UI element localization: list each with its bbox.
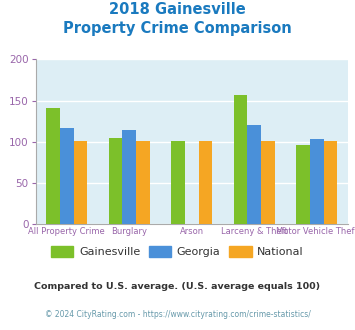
Bar (136, 141, 150, 224)
Legend: Gainesville, Georgia, National: Gainesville, Georgia, National (47, 242, 308, 261)
Text: Property Crime Comparison: Property Crime Comparison (63, 21, 292, 36)
Text: Compared to U.S. average. (U.S. average equals 100): Compared to U.S. average. (U.S. average … (34, 282, 321, 291)
Text: © 2024 CityRating.com - https://www.cityrating.com/crime-statistics/: © 2024 CityRating.com - https://www.city… (45, 310, 310, 319)
Bar (234, 95, 247, 224)
Bar (247, 125, 261, 224)
Bar (323, 141, 337, 224)
Bar (171, 141, 185, 224)
Bar (122, 129, 136, 224)
Bar (73, 141, 87, 224)
Bar (46, 108, 60, 224)
Bar (109, 138, 122, 224)
Bar (261, 141, 275, 224)
Bar (198, 141, 212, 224)
Text: 2018 Gainesville: 2018 Gainesville (109, 2, 246, 16)
Bar (310, 139, 323, 224)
Bar (60, 128, 73, 224)
Bar (296, 145, 310, 224)
